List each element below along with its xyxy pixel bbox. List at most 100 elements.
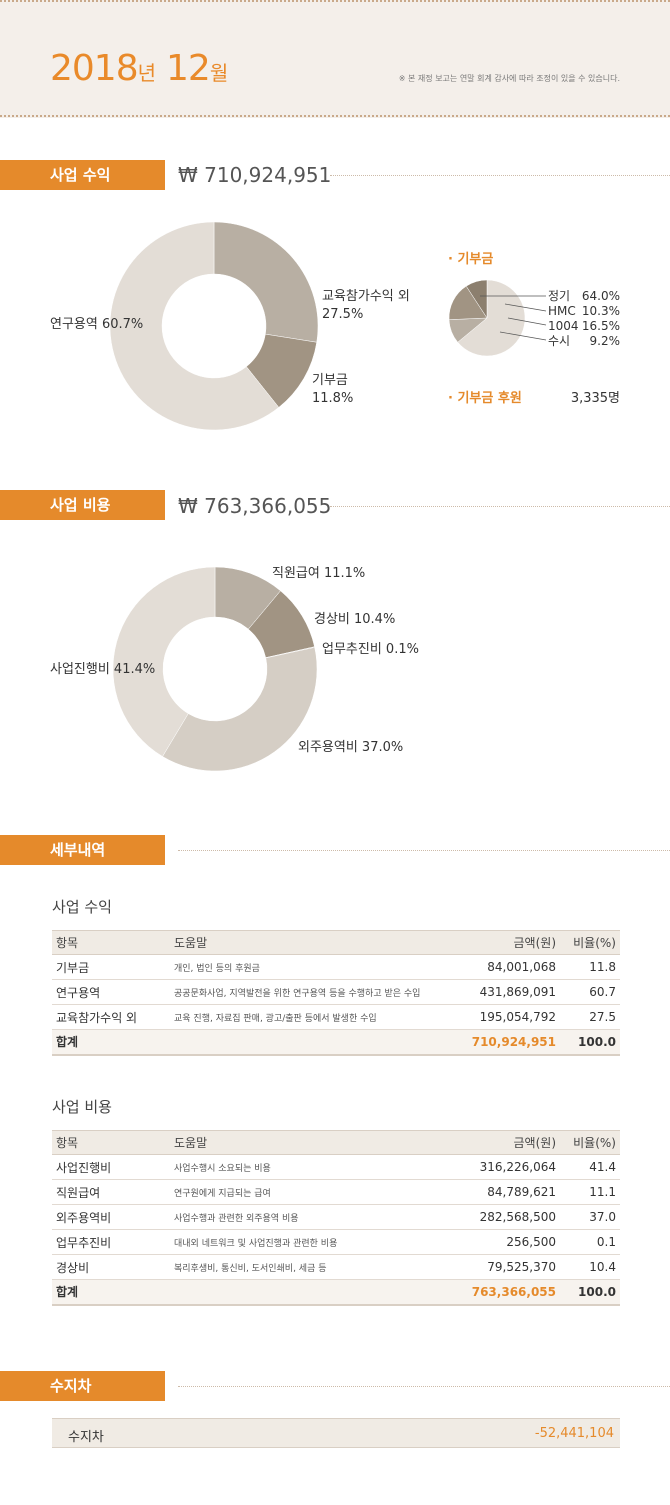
col-amount: 금액(원) — [460, 930, 560, 955]
label-overhead: 경상비 10.4% — [314, 612, 395, 627]
expense-divider — [330, 506, 670, 507]
table-header-row: 항목 도움말 금액(원) 비율(%) — [52, 930, 620, 955]
table-row: 기부금 개인, 법인 등의 후원금 84,001,068 11.8 — [52, 954, 620, 980]
total-label: 합계 — [52, 1279, 170, 1306]
donation-pct-1004: 16.5% — [582, 319, 620, 333]
col-ratio: 비율(%) — [560, 1130, 620, 1155]
leader-line-1004 — [507, 317, 547, 326]
donation-pie — [448, 279, 526, 357]
revenue-table-title: 사업 수익 — [52, 898, 112, 916]
col-item: 항목 — [52, 1130, 170, 1155]
label-project: 사업진행비 41.4% — [50, 661, 155, 677]
balance-box: 수지차 -52,441,104 — [52, 1418, 620, 1448]
revenue-divider — [330, 175, 670, 176]
row-amount: 431,869,091 — [460, 979, 560, 1005]
row-amount: 79,525,370 — [460, 1254, 560, 1280]
table-row: 업무추진비 대내외 네트워크 및 사업진행과 관련한 비용 256,500 0.… — [52, 1229, 620, 1255]
expense-charts: 직원급여 11.1% 경상비 10.4% 업무추진비 0.1% 외주용역비 37… — [50, 566, 419, 772]
row-amount: 84,789,621 — [460, 1179, 560, 1205]
row-desc: 공공문화사업, 지역발전을 위한 연구용역 등을 수행하고 받은 수입 — [170, 979, 460, 1005]
row-ratio: 10.4 — [560, 1254, 620, 1280]
row-desc: 개인, 법인 등의 후원금 — [170, 954, 460, 980]
row-item: 직원급여 — [52, 1179, 170, 1205]
label-research: 연구용역 60.7% — [50, 317, 143, 332]
row-desc: 교육 진행, 자료집 판매, 광고/출판 등에서 발생한 수입 — [170, 1004, 460, 1030]
col-amount: 금액(원) — [460, 1130, 560, 1155]
row-amount: 282,568,500 — [460, 1204, 560, 1230]
table-row: 사업진행비 사업수행시 소요되는 비용 316,226,064 41.4 — [52, 1154, 620, 1180]
row-ratio: 11.8 — [560, 954, 620, 980]
row-amount: 256,500 — [460, 1229, 560, 1255]
row-ratio: 41.4 — [560, 1154, 620, 1180]
label-outsourcing: 외주용역비 37.0% — [298, 740, 403, 755]
details-section-tag: 세부내역 — [0, 835, 165, 865]
total-ratio: 100.0 — [560, 1029, 620, 1056]
table-row: 외주용역비 사업수행과 관련한 외주용역 비용 282,568,500 37.0 — [52, 1204, 620, 1230]
bottom-dotted-border — [0, 115, 670, 117]
balance-value: -52,441,104 — [534, 1426, 614, 1441]
row-item: 기부금 — [52, 954, 170, 980]
row-item: 연구용역 — [52, 979, 170, 1005]
table-header-row: 항목 도움말 금액(원) 비율(%) — [52, 1130, 620, 1155]
row-item: 교육참가수익 외 — [52, 1004, 170, 1030]
label-edu-line1: 교육참가수익 외 — [322, 289, 410, 304]
table-total-row: 합계 763,366,055 100.0 — [52, 1279, 620, 1306]
label-donation-line2: 11.8% — [312, 391, 353, 406]
donation-label-regular: 정기 — [548, 289, 570, 303]
report-header: 2018년 12월 ※ 본 재정 보고는 연말 회계 감사에 따라 조정이 있을 … — [0, 0, 670, 118]
table-row: 연구용역 공공문화사업, 지역발전을 위한 연구용역 등을 수행하고 받은 수입… — [52, 979, 620, 1005]
row-ratio: 37.0 — [560, 1204, 620, 1230]
row-desc: 사업수행과 관련한 외주용역 비용 — [170, 1204, 460, 1230]
row-desc: 복리후생비, 통신비, 도서인쇄비, 세금 등 — [170, 1254, 460, 1280]
label-donation-line1: 기부금 — [312, 373, 348, 388]
row-ratio: 60.7 — [560, 979, 620, 1005]
total-spacer — [170, 1029, 460, 1056]
row-amount: 195,054,792 — [460, 1004, 560, 1030]
row-item: 외주용역비 — [52, 1204, 170, 1230]
total-spacer — [170, 1279, 460, 1306]
row-desc: 대내외 네트워크 및 사업진행과 관련한 비용 — [170, 1229, 460, 1255]
expense-section-tag: 사업 비용 — [0, 490, 165, 520]
col-ratio: 비율(%) — [560, 930, 620, 955]
total-label: 합계 — [52, 1029, 170, 1056]
report-period: 2018년 12월 — [50, 48, 238, 89]
col-item: 항목 — [52, 930, 170, 955]
donation-label-1004: 1004 — [548, 319, 579, 333]
expense-slice-5 — [112, 566, 216, 757]
balance-label: 수지차 — [68, 1430, 104, 1445]
table-row: 직원급여 연구원에게 지급되는 급여 84,789,621 11.1 — [52, 1179, 620, 1205]
donation-label-occasional: 수시 — [548, 334, 570, 348]
table-row: 경상비 복리후생비, 통신비, 도서인쇄비, 세금 등 79,525,370 1… — [52, 1254, 620, 1280]
table-total-row: 합계 710,924,951 100.0 — [52, 1029, 620, 1056]
details-divider — [178, 850, 670, 851]
row-desc: 사업수행시 소요되는 비용 — [170, 1154, 460, 1180]
revenue-slice-1 — [213, 221, 319, 343]
donation-leader-lines — [480, 295, 547, 341]
leader-line-occasional — [499, 331, 547, 341]
donation-pct-hmc: 10.3% — [582, 304, 620, 318]
sponsor-count: 3,335명 — [571, 391, 620, 406]
month-value: 12 — [166, 48, 211, 89]
col-desc: 도움말 — [170, 930, 460, 955]
year-value: 2018 — [50, 48, 139, 89]
expense-table: 항목 도움말 금액(원) 비율(%) 사업진행비 사업수행시 소요되는 비용 3… — [52, 1130, 620, 1306]
row-item: 사업진행비 — [52, 1154, 170, 1180]
revenue-charts: 연구용역 60.7% 교육참가수익 외 27.5% 기부금 11.8% · 기부… — [50, 221, 621, 431]
row-ratio: 0.1 — [560, 1229, 620, 1255]
donation-pct-occasional: 9.2% — [590, 334, 621, 348]
col-desc: 도움말 — [170, 1130, 460, 1155]
revenue-slice-3 — [109, 221, 280, 431]
revenue-section-tag: 사업 수익 — [0, 160, 165, 190]
table-row: 교육참가수익 외 교육 진행, 자료집 판매, 광고/출판 등에서 발생한 수입… — [52, 1004, 620, 1030]
row-desc: 연구원에게 지급되는 급여 — [170, 1179, 460, 1205]
expense-amount: ₩ 763,366,055 — [178, 494, 332, 518]
donation-slice-4 — [465, 279, 488, 319]
year-unit: 년 — [137, 61, 157, 85]
revenue-table: 항목 도움말 금액(원) 비율(%) 기부금 개인, 법인 등의 후원금 84,… — [52, 930, 620, 1056]
total-ratio: 100.0 — [560, 1279, 620, 1306]
row-item: 업무추진비 — [52, 1229, 170, 1255]
balance-section-tag: 수지차 — [0, 1371, 165, 1401]
label-edu-line2: 27.5% — [322, 307, 363, 322]
total-amount: 763,366,055 — [460, 1279, 560, 1306]
row-amount: 84,001,068 — [460, 954, 560, 980]
